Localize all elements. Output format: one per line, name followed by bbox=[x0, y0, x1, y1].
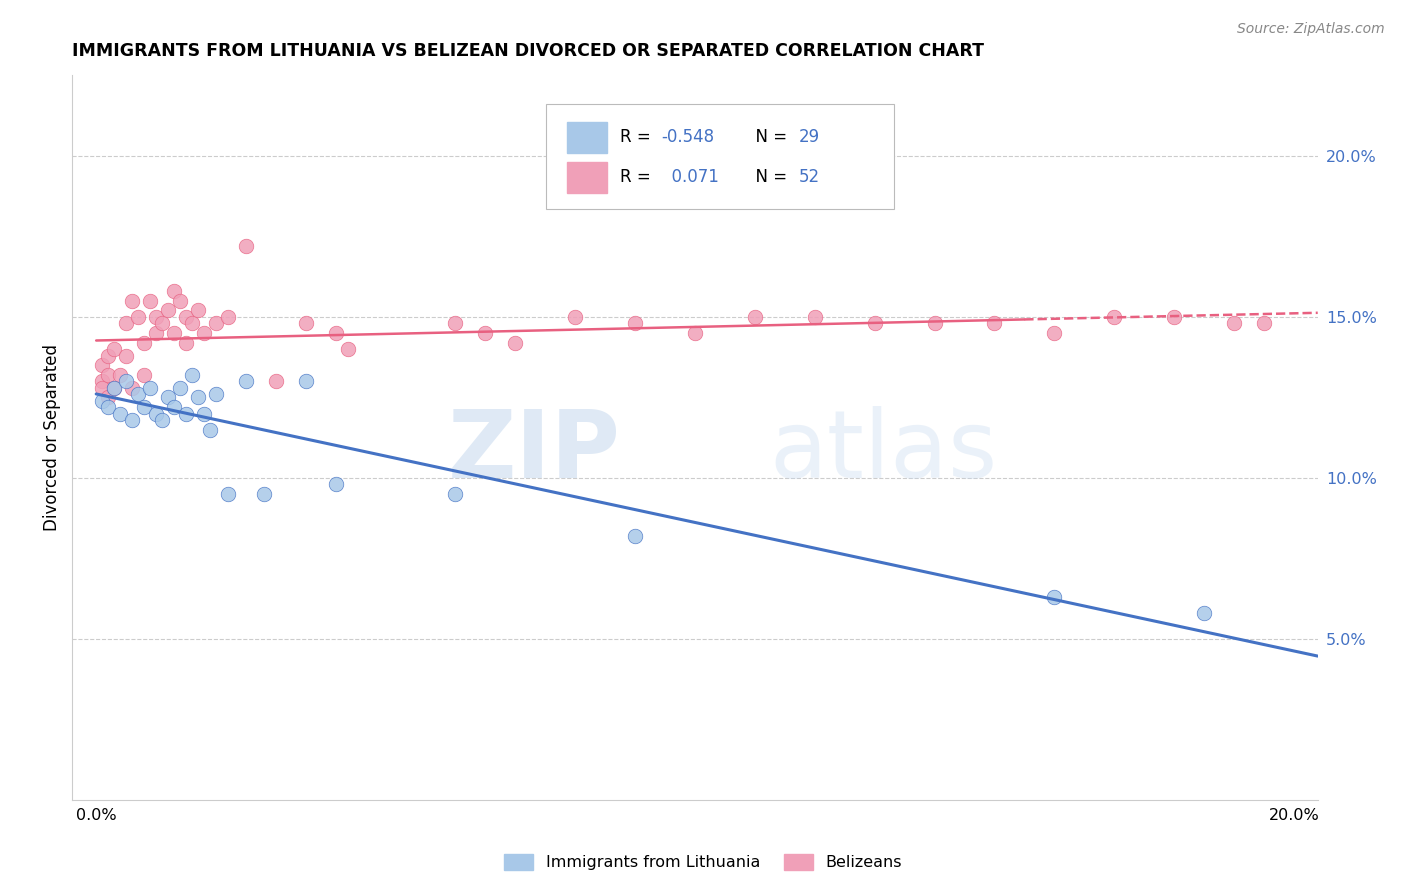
Point bbox=[181, 368, 204, 382]
Point bbox=[624, 529, 647, 543]
Point bbox=[205, 387, 228, 401]
Point bbox=[127, 310, 149, 324]
Point bbox=[217, 310, 239, 324]
Point bbox=[1043, 326, 1066, 340]
Point bbox=[198, 423, 221, 437]
Point bbox=[217, 487, 239, 501]
Point bbox=[174, 335, 197, 350]
Point bbox=[145, 407, 167, 421]
Y-axis label: Divorced or Separated: Divorced or Separated bbox=[44, 344, 60, 531]
Point bbox=[139, 381, 162, 395]
Point bbox=[235, 374, 257, 388]
Point bbox=[1192, 607, 1215, 621]
Point bbox=[235, 239, 257, 253]
Point bbox=[803, 310, 825, 324]
Point bbox=[325, 477, 347, 491]
Point bbox=[444, 316, 467, 330]
Point bbox=[187, 303, 209, 318]
Text: R =: R = bbox=[620, 128, 657, 145]
Point bbox=[150, 316, 173, 330]
Point bbox=[150, 413, 173, 427]
Text: N =: N = bbox=[745, 168, 792, 186]
Point bbox=[294, 374, 316, 388]
Point bbox=[115, 349, 138, 363]
Text: 29: 29 bbox=[799, 128, 820, 145]
Point bbox=[325, 326, 347, 340]
Point bbox=[157, 303, 180, 318]
Point bbox=[163, 284, 186, 298]
Text: R =: R = bbox=[620, 168, 657, 186]
Point bbox=[132, 400, 155, 414]
Point bbox=[127, 387, 149, 401]
Point bbox=[121, 413, 143, 427]
Point bbox=[163, 326, 186, 340]
Point bbox=[294, 316, 316, 330]
Text: 52: 52 bbox=[799, 168, 820, 186]
Point bbox=[91, 393, 114, 408]
Point bbox=[145, 310, 167, 324]
Point bbox=[91, 374, 114, 388]
Point bbox=[97, 400, 120, 414]
Point bbox=[264, 374, 287, 388]
Point bbox=[103, 381, 125, 395]
Text: N =: N = bbox=[745, 128, 792, 145]
Point bbox=[187, 391, 209, 405]
Text: 0.071: 0.071 bbox=[661, 168, 720, 186]
Point bbox=[1102, 310, 1125, 324]
Point bbox=[1163, 310, 1185, 324]
Point bbox=[97, 391, 120, 405]
Point bbox=[474, 326, 496, 340]
Point bbox=[505, 335, 527, 350]
Point bbox=[624, 316, 647, 330]
Point bbox=[683, 326, 706, 340]
Point bbox=[863, 316, 886, 330]
Point bbox=[744, 310, 766, 324]
Point bbox=[174, 310, 197, 324]
Point bbox=[174, 407, 197, 421]
Point bbox=[108, 368, 131, 382]
Point bbox=[193, 326, 215, 340]
Bar bbox=[567, 162, 606, 193]
Point bbox=[91, 381, 114, 395]
Bar bbox=[567, 122, 606, 153]
Point bbox=[121, 381, 143, 395]
Point bbox=[924, 316, 946, 330]
Point bbox=[103, 381, 125, 395]
Text: atlas: atlas bbox=[769, 406, 998, 498]
Point bbox=[205, 316, 228, 330]
Point bbox=[157, 391, 180, 405]
Point bbox=[115, 316, 138, 330]
Point bbox=[163, 400, 186, 414]
Point bbox=[103, 342, 125, 356]
Point bbox=[1043, 590, 1066, 604]
Point bbox=[91, 358, 114, 372]
Point bbox=[181, 316, 204, 330]
Point bbox=[336, 342, 359, 356]
Point bbox=[121, 293, 143, 308]
Point bbox=[983, 316, 1005, 330]
Point bbox=[169, 381, 191, 395]
Point bbox=[115, 374, 138, 388]
Text: -0.548: -0.548 bbox=[661, 128, 714, 145]
Point bbox=[253, 487, 276, 501]
Point bbox=[108, 407, 131, 421]
Point bbox=[564, 310, 586, 324]
Point bbox=[193, 407, 215, 421]
Point bbox=[444, 487, 467, 501]
Point bbox=[145, 326, 167, 340]
Point bbox=[139, 293, 162, 308]
Text: IMMIGRANTS FROM LITHUANIA VS BELIZEAN DIVORCED OR SEPARATED CORRELATION CHART: IMMIGRANTS FROM LITHUANIA VS BELIZEAN DI… bbox=[72, 42, 984, 60]
Point bbox=[97, 349, 120, 363]
Point bbox=[132, 335, 155, 350]
Point bbox=[97, 368, 120, 382]
Legend: Immigrants from Lithuania, Belizeans: Immigrants from Lithuania, Belizeans bbox=[498, 848, 908, 877]
Point bbox=[169, 293, 191, 308]
Point bbox=[132, 368, 155, 382]
Point bbox=[1253, 316, 1275, 330]
Point bbox=[1223, 316, 1246, 330]
FancyBboxPatch shape bbox=[546, 104, 894, 210]
Text: Source: ZipAtlas.com: Source: ZipAtlas.com bbox=[1237, 22, 1385, 37]
Text: ZIP: ZIP bbox=[447, 406, 620, 498]
